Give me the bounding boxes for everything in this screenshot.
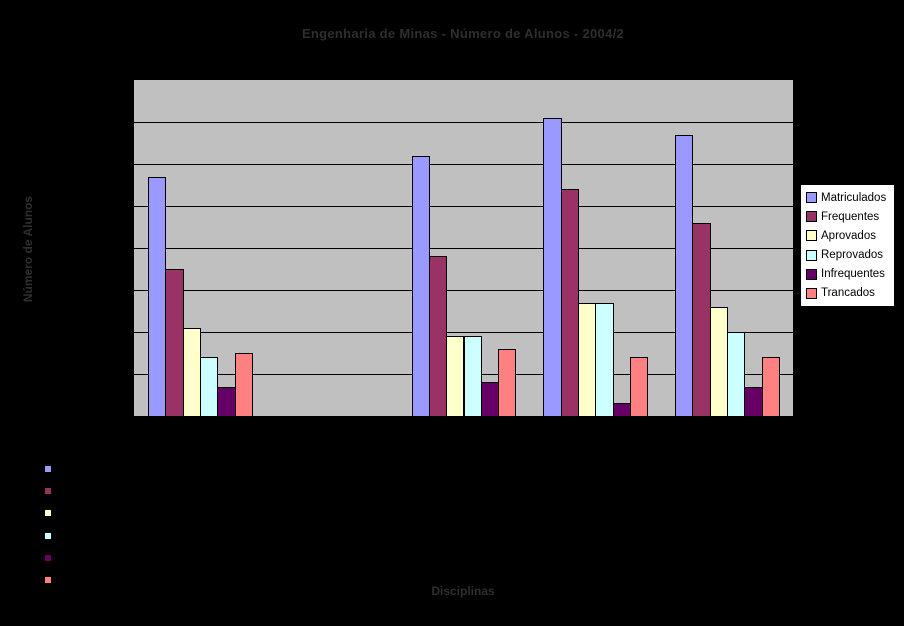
legend-item-reprovados: Reprovados <box>806 249 892 261</box>
y-tick-label-10: 10 <box>113 368 126 380</box>
bar-trancados-cat4 <box>629 357 649 416</box>
legend-item-aprovados: Aprovados <box>806 230 892 242</box>
bar-matriculados-cat5 <box>675 134 694 416</box>
y-axis-title: Número de Alunos <box>21 195 35 303</box>
bar-trancados-cat3 <box>498 348 517 416</box>
bar-trancados-cat1 <box>234 353 253 416</box>
gridline-50 <box>134 206 793 207</box>
y-tick-label-40: 40 <box>113 242 126 254</box>
bar-infrequentes-cat4 <box>612 403 631 416</box>
bar-aprovados-cat5 <box>709 306 729 416</box>
legend-label: Infrequentes <box>821 268 885 281</box>
bar-frequentes-cat5 <box>692 222 711 416</box>
legend-label: Reprovados <box>821 249 884 262</box>
legend-label: Aprovados <box>821 229 876 242</box>
legend-swatch-matriculados <box>806 192 817 204</box>
legend-swatch-trancados <box>806 287 817 299</box>
bar-aprovados-cat1 <box>182 327 201 416</box>
table-key-trancados <box>44 576 52 584</box>
y-tick-label-50: 50 <box>113 200 126 212</box>
legend-item-infrequentes: Infrequentes <box>806 268 892 280</box>
bar-infrequentes-cat3 <box>480 382 500 416</box>
legend: Matriculados Frequentes Aprovados Reprovado… <box>800 184 895 307</box>
bar-aprovados-cat4 <box>577 302 597 416</box>
bar-matriculados-cat4 <box>543 117 562 416</box>
bar-infrequentes-cat5 <box>744 386 763 416</box>
y-tick-label-0: 0 <box>119 410 126 422</box>
y-tick-label-30: 30 <box>113 284 126 296</box>
legend-swatch-aprovados <box>806 230 817 242</box>
y-tick-label-80: 80 <box>113 74 126 86</box>
legend-swatch-reprovados <box>806 249 817 261</box>
gridline-40 <box>134 248 793 249</box>
legend-item-matriculados: Matriculados <box>806 192 892 204</box>
table-key-aprovados <box>44 509 52 518</box>
bar-reprovados-cat1 <box>199 357 219 416</box>
bar-infrequentes-cat1 <box>217 386 236 416</box>
chart-title: Engenharia de Minas - Número de Alunos -… <box>301 26 625 41</box>
y-tick-label-20: 20 <box>113 326 126 338</box>
table-key-reprovados <box>44 531 52 540</box>
table-key-infrequentes <box>44 553 52 562</box>
bar-reprovados-cat5 <box>727 332 746 416</box>
bar-aprovados-cat3 <box>446 336 465 416</box>
bar-trancados-cat5 <box>761 357 781 416</box>
gridline-70 <box>134 122 793 123</box>
bar-reprovados-cat4 <box>595 302 614 416</box>
legend-label: Trancados <box>821 287 875 300</box>
legend-item-trancados: Trancados <box>806 287 892 299</box>
legend-swatch-infrequentes <box>806 268 817 280</box>
bar-matriculados-cat3 <box>411 155 430 416</box>
bar-frequentes-cat4 <box>560 189 579 416</box>
bar-matriculados-cat1 <box>147 176 167 416</box>
x-axis-title: Disciplinas <box>431 584 495 598</box>
legend-label: Matriculados <box>821 191 887 204</box>
plot-inner <box>134 80 793 416</box>
gridline-30 <box>134 290 793 291</box>
bar-reprovados-cat3 <box>463 336 482 416</box>
bar-frequentes-cat3 <box>428 256 448 416</box>
legend-swatch-frequentes <box>806 211 817 223</box>
bar-frequentes-cat1 <box>165 269 184 416</box>
table-key-matriculados <box>44 465 52 473</box>
plot-area <box>131 79 794 418</box>
legend-label: Frequentes <box>821 210 880 223</box>
gridline-20 <box>134 332 793 333</box>
gridline-60 <box>134 164 793 165</box>
y-tick-label-70: 70 <box>113 116 126 128</box>
y-tick-label-60: 60 <box>113 158 126 170</box>
legend-item-frequentes: Frequentes <box>806 211 892 223</box>
table-key-frequentes <box>44 487 52 496</box>
